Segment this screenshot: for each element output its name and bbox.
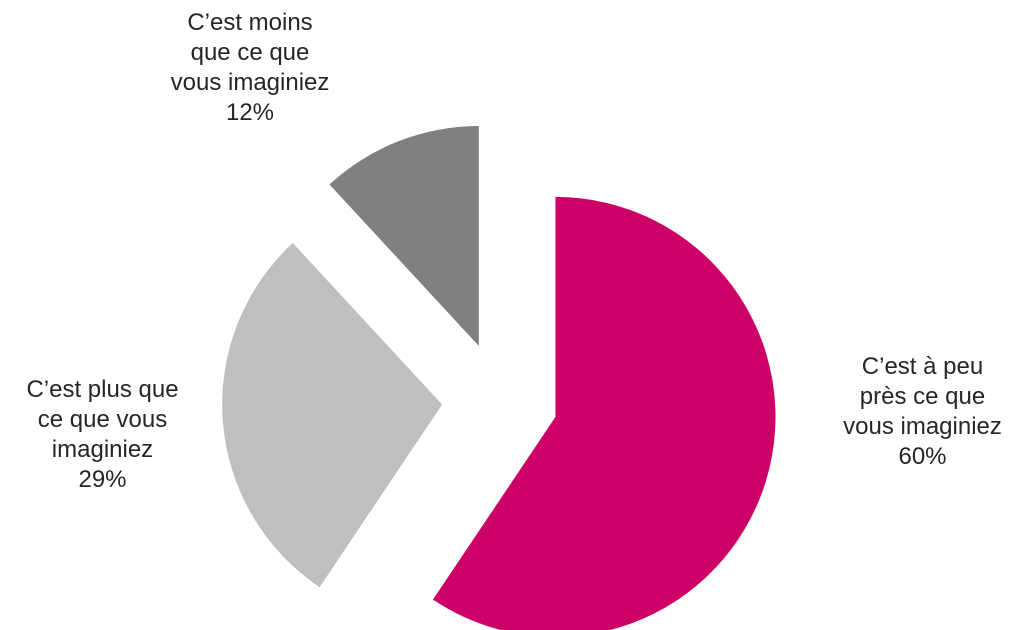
slice-label-plus: C’est plus que ce que vous imaginiez 29% [26, 376, 179, 493]
slice-label-a-peu-pres: C’est à peu près ce que vous imaginiez 6… [843, 353, 1002, 470]
pie-slice-a-peu-pres [432, 196, 776, 630]
pie-slice-moins [329, 125, 479, 346]
slice-label-moins: C’est moins que ce que vous imaginiez 12… [170, 9, 330, 126]
pie-slice-plus [222, 243, 443, 588]
